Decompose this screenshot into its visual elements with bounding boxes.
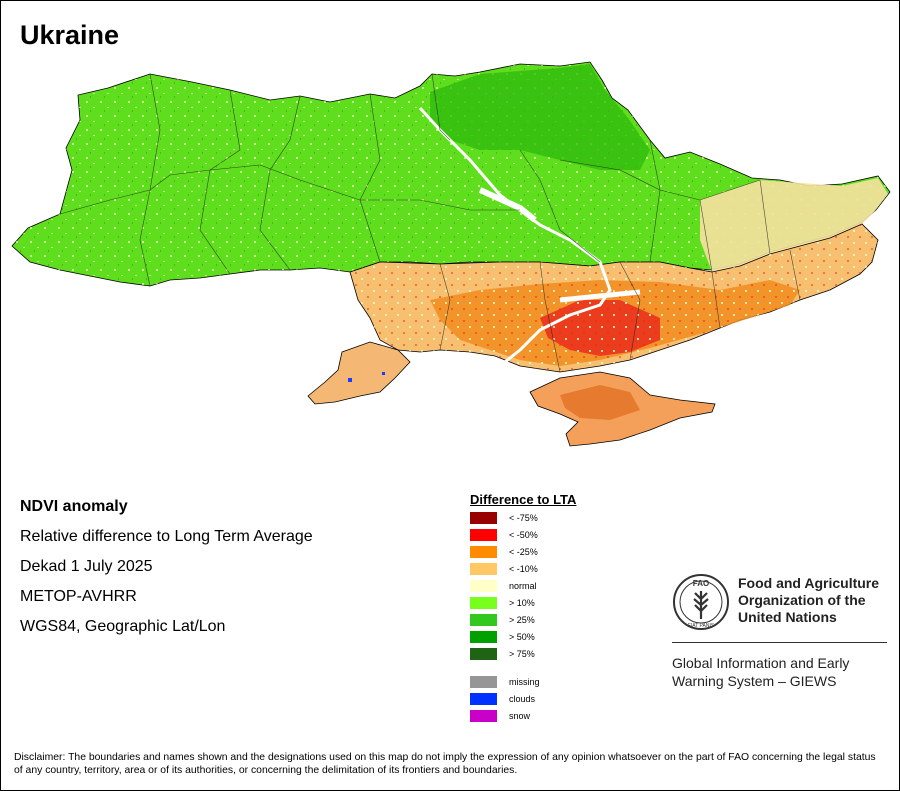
- legend: Difference to LTA < -75% < -50% < -25% < -1…: [470, 492, 620, 725]
- disclaimer: Disclaimer: The boundaries and names sho…: [14, 752, 876, 776]
- legend-label: < -50%: [509, 530, 538, 540]
- legend-label: snow: [509, 711, 531, 721]
- legend-label: > 50%: [509, 632, 535, 642]
- legend-swatch: [470, 693, 497, 705]
- legend-label: normal: [509, 581, 537, 591]
- legend-item: snow: [470, 708, 620, 725]
- legend-label: > 10%: [509, 598, 535, 608]
- legend-item: > 25%: [470, 612, 620, 629]
- info-line-sensor: METOP-AVHRR: [20, 588, 137, 605]
- map-title: Ukraine: [20, 20, 120, 50]
- legend-item: > 75%: [470, 646, 620, 663]
- legend-item: < -75%: [470, 510, 620, 527]
- fao-logo-text-top: FAO: [693, 579, 709, 588]
- legend-label: missing: [509, 677, 540, 687]
- legend-swatch: [470, 597, 497, 609]
- legend-item: < -25%: [470, 544, 620, 561]
- fao-logo-icon: FAO FIAT PANIS: [673, 574, 729, 630]
- legend-swatch: [470, 710, 497, 722]
- legend-swatch: [470, 580, 497, 592]
- north-east-dark-green: [430, 64, 650, 170]
- legend-item: < -50%: [470, 527, 620, 544]
- info-line-projection: WGS84, Geographic Lat/Lon: [20, 618, 226, 635]
- info-line-description: Relative difference to Long Term Average: [20, 528, 313, 545]
- legend-item: < -10%: [470, 561, 620, 578]
- info-heading: NDVI anomaly: [20, 498, 128, 515]
- legend-label: > 75%: [509, 649, 535, 659]
- legend-swatch: [470, 563, 497, 575]
- map-info-block: NDVI anomaly Relative difference to Long…: [20, 497, 313, 647]
- oblast-boundaries: [59, 73, 801, 373]
- legend-swatch: [470, 676, 497, 688]
- legend-label: < -10%: [509, 564, 538, 574]
- legend-item: > 10%: [470, 595, 620, 612]
- fao-org-name: Food and Agriculture Organization of the…: [738, 575, 880, 625]
- legend-label: > 25%: [509, 615, 535, 625]
- legend-title: Difference to LTA: [470, 492, 577, 507]
- legend-swatch: [470, 529, 497, 541]
- legend-label: < -75%: [509, 513, 538, 523]
- legend-label: clouds: [509, 694, 536, 704]
- legend-item: clouds: [470, 691, 620, 708]
- legend-swatch: [470, 546, 497, 558]
- legend-swatch: [470, 631, 497, 643]
- clouds-patch: [348, 378, 352, 382]
- fao-program-name: Global Information and Early Warning Sys…: [672, 655, 850, 689]
- legend-item: normal: [470, 578, 620, 595]
- legend-item: missing: [470, 674, 620, 691]
- east-light-region: [700, 178, 888, 272]
- fao-divider: [672, 642, 887, 643]
- info-line-date: Dekad 1 July 2025: [20, 558, 153, 575]
- legend-swatch: [470, 614, 497, 626]
- odesa-region: [307, 341, 411, 405]
- dnipro-river: [418, 106, 612, 364]
- legend-swatch: [470, 648, 497, 660]
- legend-swatch: [470, 512, 497, 524]
- legend-label: < -25%: [509, 547, 538, 557]
- fao-logo-text-bottom: FIAT PANIS: [688, 623, 715, 629]
- ndvi-map: [11, 61, 891, 447]
- legend-item: > 50%: [470, 629, 620, 646]
